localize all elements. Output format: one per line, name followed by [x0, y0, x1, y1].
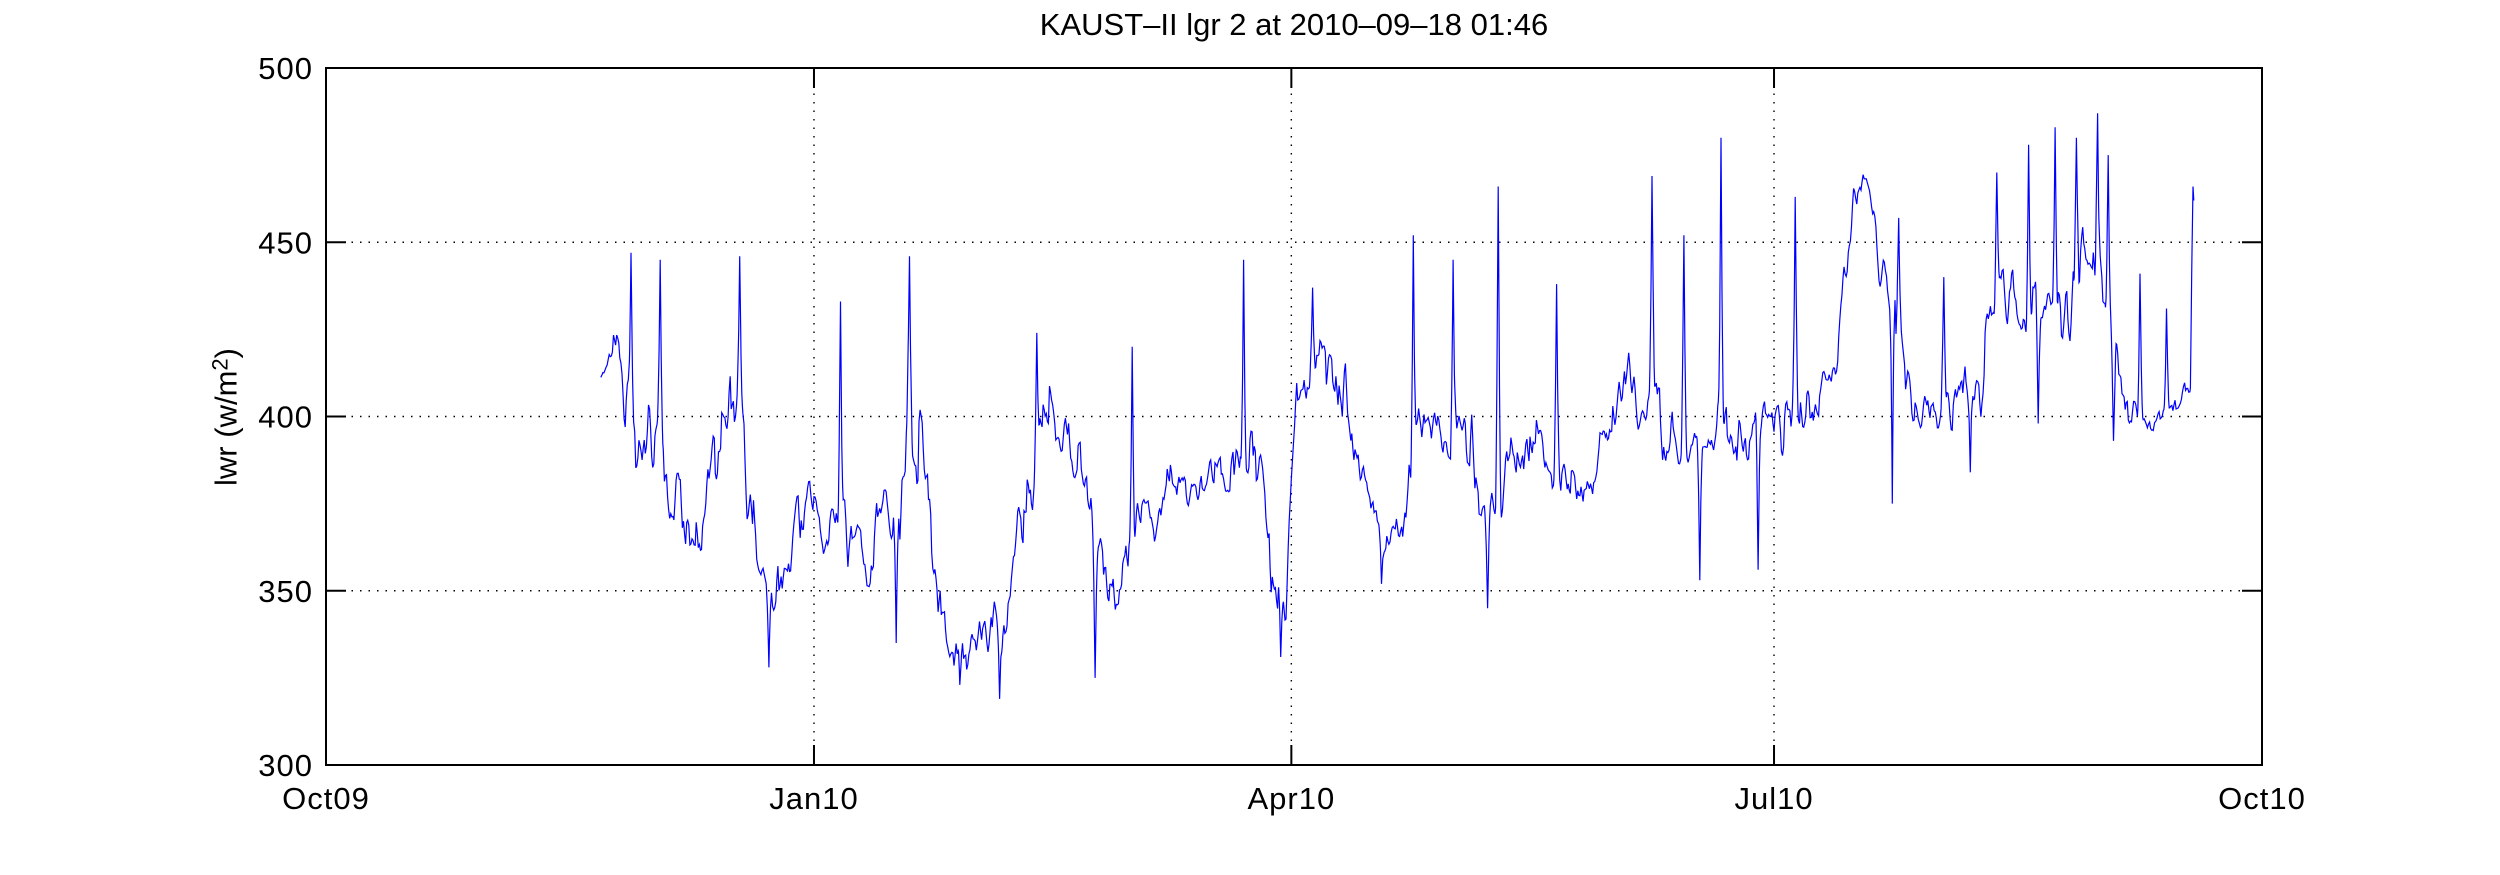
y-tick-label: 400: [258, 400, 313, 435]
x-tick-label: Jan10: [769, 781, 858, 816]
x-tick-label: Oct10: [2218, 781, 2306, 816]
chart-title: KAUST–II lgr 2 at 2010–09–18 01:46: [1039, 7, 1549, 42]
x-tick-label: Jul10: [1734, 781, 1813, 816]
y-tick-label: 450: [258, 225, 313, 260]
x-tick-label: Oct09: [282, 781, 370, 816]
y-tick-label: 300: [258, 748, 313, 783]
y-tick-label: 500: [258, 51, 313, 86]
y-tick-label: 350: [258, 574, 313, 609]
series-line: [600, 113, 2195, 699]
x-tick-label: Apr10: [1247, 781, 1335, 816]
